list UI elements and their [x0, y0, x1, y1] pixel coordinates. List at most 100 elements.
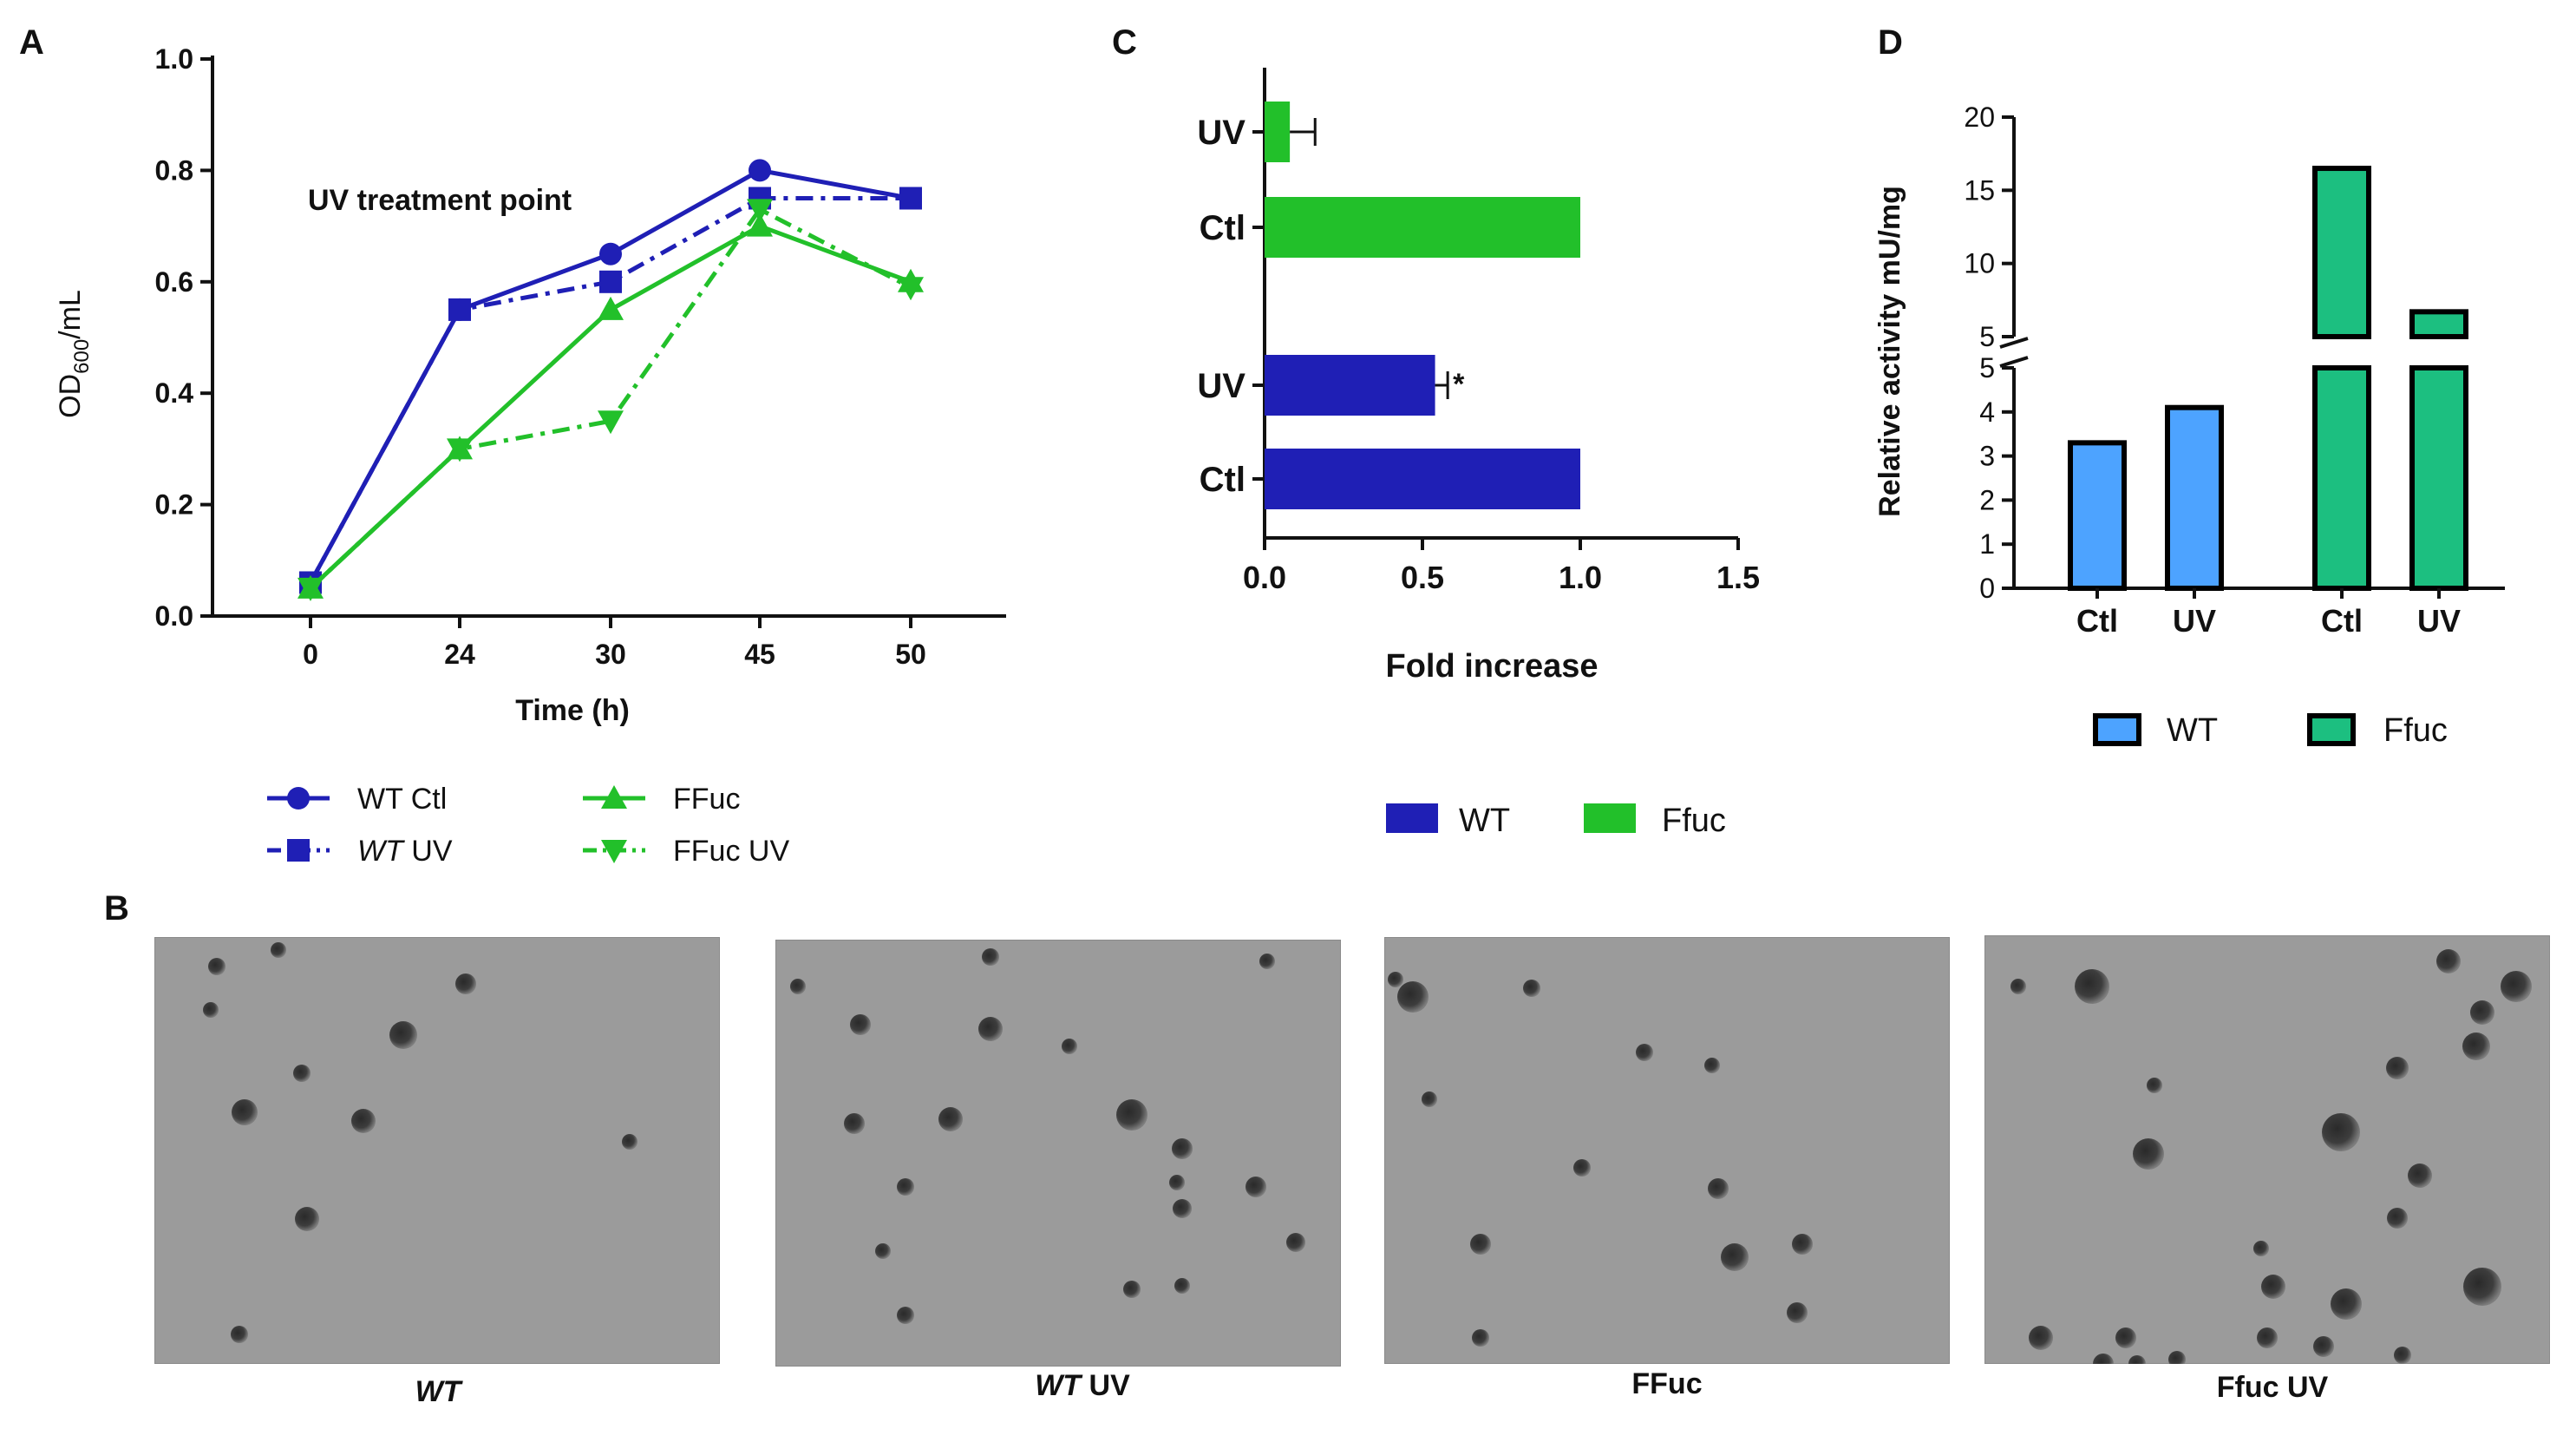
c-bar-wt-uv: [1265, 355, 1435, 416]
d-legend: WT Ffuc: [2093, 712, 2448, 749]
micrograph-cell: [621, 1134, 637, 1150]
micrograph-cell: [2146, 1077, 2162, 1093]
a-point-ffuc: [747, 213, 773, 237]
a-point-ffuc-uv: [297, 577, 324, 601]
micrograph-cell: [1168, 1175, 1185, 1191]
a-legend-marker-wt-ctl: [287, 787, 310, 810]
d-y-tick-label: 1: [1979, 528, 1995, 560]
micrograph-cell: [874, 1243, 891, 1260]
d-bar-ffuc-uv-lower: [2409, 365, 2468, 591]
micrograph-cell: [203, 1001, 219, 1018]
d-legend-ffuc-swatch: [2307, 713, 2356, 746]
d-axis-break-mark: [1999, 356, 2029, 368]
d-x-tick-label: Ctl: [2076, 603, 2118, 639]
a-point-wt-uv: [599, 270, 622, 293]
micrograph-cell: [2394, 1347, 2412, 1364]
micrograph-cell: [351, 1108, 376, 1133]
a-legend-wt-uv-label: WT UV: [357, 835, 453, 868]
d-plot: 0 1 2 3 4 55 10 15 20 Ctl UV Ctl UV: [1964, 102, 2505, 639]
micrograph-cell: [2029, 1326, 2054, 1351]
micrograph-cell: [1786, 1301, 1808, 1323]
micrograph-ffuc: [1384, 937, 1950, 1364]
a-y-axis-title: OD600/mL: [54, 290, 94, 418]
d-bar-wt-uv: [2165, 404, 2224, 591]
d-x-tick-label: UV: [2417, 603, 2461, 639]
micrograph-cell: [1173, 1198, 1193, 1218]
d-bar-ffuc-ctl-upper: [2312, 166, 2371, 339]
micrograph-cell: [1172, 1138, 1193, 1160]
a-legend-ffuc-uv-label: FFuc UV: [673, 835, 789, 868]
micrograph-cell: [790, 979, 807, 995]
d-axis-break-mark: [1999, 337, 2029, 349]
a-y-tick-label: 0.2: [155, 489, 193, 521]
d-legend-wt-label: WT: [2167, 712, 2218, 749]
micrograph-cell: [232, 1098, 258, 1125]
panel-letter-b: B: [104, 889, 129, 928]
micrograph-cell: [1062, 1039, 1078, 1054]
d-y-tick-label: 10: [1964, 248, 1995, 279]
micrograph-cell: [849, 1014, 871, 1036]
panel-letter-a: A: [19, 23, 44, 62]
c-y-tick-label: Ctl: [1200, 209, 1246, 247]
micrograph-cell: [1396, 980, 1429, 1013]
micrograph-caption-wt-uv: WT UV: [1035, 1369, 1130, 1402]
micrograph-cell: [1469, 1234, 1491, 1255]
a-x-tick-label: 30: [595, 639, 626, 670]
c-legend-ffuc-label: Ffuc: [1662, 803, 1726, 839]
micrograph-cell: [1259, 953, 1276, 969]
micrograph-cell: [2435, 948, 2461, 973]
micrograph-cell: [2167, 1351, 2186, 1364]
c-legend-wt-label: WT: [1459, 803, 1510, 839]
a-x-tick-label: 45: [744, 639, 775, 670]
a-legend-marker-ffuc-uv: [601, 840, 627, 863]
a-point-wt-uv: [899, 187, 922, 210]
d-y-tick-label: 2: [1979, 484, 1995, 515]
svg-text:Relative activity mU/mg: Relative activity mU/mg: [1873, 186, 1906, 517]
micrograph-caption-ffuc-uv: Ffuc UV: [2217, 1371, 2329, 1404]
c-bar-ffuc-ctl: [1265, 197, 1580, 258]
micrograph-cell: [1388, 972, 1404, 988]
a-plot: 0.0 0.2 0.4 0.6 0.8 1.0 0 24 30 45 50: [155, 43, 1006, 670]
d-bar-wt-ctl: [2068, 440, 2127, 591]
d-y-tick-label: 20: [1964, 102, 1995, 133]
c-y-tick-label: UV: [1197, 367, 1246, 405]
micrograph-cell: [844, 1112, 866, 1134]
a-x-tick-label: 24: [444, 639, 475, 670]
d-y-tick-label: 15: [1964, 174, 1995, 206]
micrograph-cell: [2500, 971, 2532, 1003]
micrograph-cell: [977, 1017, 1003, 1042]
micrograph-cell: [2462, 1032, 2491, 1061]
d-y-tick-label: 5: [1979, 321, 1995, 352]
a-ylabel-tail: /mL: [54, 290, 87, 339]
micrograph-cell: [2386, 1208, 2408, 1229]
a-x-axis-title: Time (h): [515, 694, 630, 727]
d-x-tick-label: Ctl: [2321, 603, 2363, 639]
d-legend-wt-swatch: [2093, 713, 2141, 746]
a-point-ffuc: [598, 296, 624, 320]
c-x-tick-label: 0.0: [1243, 560, 1286, 595]
micrograph-cell: [2462, 1268, 2501, 1307]
d-y-tick-label: 4: [1979, 397, 1995, 428]
a-y-tick-label: 0.6: [155, 266, 193, 298]
a-legend-wt-ctl-label: WT Ctl: [357, 783, 447, 816]
a-point-ffuc-uv: [898, 277, 924, 301]
micrograph-cell: [2115, 1327, 2136, 1349]
c-x-tick-label: 1.0: [1559, 560, 1602, 595]
micrograph-cell: [295, 1206, 320, 1231]
svg-text:OD600/mL: OD600/mL: [54, 290, 94, 418]
micrograph-cell: [1721, 1243, 1749, 1271]
micrograph-ffuc-uv: [1984, 935, 2550, 1364]
c-legend: WT Ffuc: [1386, 803, 1726, 839]
micrograph-cell: [2469, 1000, 2494, 1025]
a-legend-marker-ffuc: [601, 785, 627, 809]
micrograph-cell: [1122, 1281, 1141, 1299]
c-x-axis-title: Fold increase: [1386, 648, 1599, 685]
micrograph-cell: [1707, 1178, 1729, 1200]
micrograph-cell: [207, 958, 226, 976]
micrograph-cell: [2092, 1354, 2114, 1364]
panel-letter-d: D: [1878, 23, 1903, 62]
d-bar-ffuc-uv-upper: [2409, 309, 2468, 339]
c-legend-wt-swatch: [1386, 803, 1438, 833]
a-series-line-ffuc-uv: [309, 206, 912, 590]
